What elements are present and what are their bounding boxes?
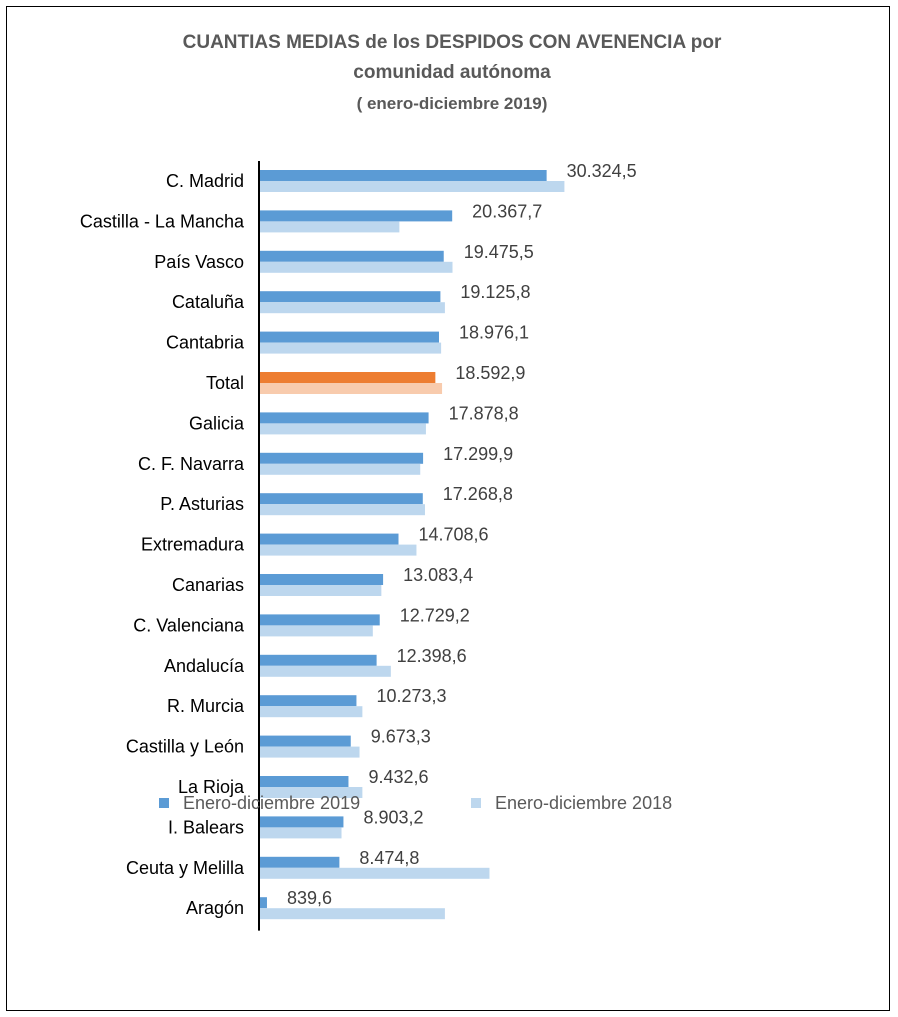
value-label: 8.474,8: [359, 848, 419, 868]
bar-2019: [259, 493, 423, 505]
bar-2019: [259, 250, 444, 262]
value-label: 30.324,5: [567, 161, 637, 181]
chart-title-line: ( enero-diciembre 2019): [357, 94, 548, 113]
bar-2018: [259, 787, 363, 798]
chart-title-line: CUANTIAS MEDIAS de los DESPIDOS CON AVEN…: [183, 32, 722, 53]
bar-2019: [259, 412, 429, 424]
value-label: 9.432,6: [368, 767, 428, 787]
bar-2018: [259, 302, 445, 314]
bar-2018: [259, 908, 445, 920]
category-label: R. Murcia: [167, 696, 245, 716]
bar-2018: [259, 342, 442, 354]
value-label: 18.976,1: [459, 323, 529, 343]
bar-chart: CUANTIAS MEDIAS de los DESPIDOS CON AVEN…: [80, 32, 722, 931]
category-label: País Vasco: [154, 252, 244, 272]
bar-2018: [259, 867, 490, 879]
bar-2018: [259, 827, 342, 839]
bar-2019: [259, 372, 436, 383]
value-label: 17.268,8: [443, 484, 513, 504]
bar-2018: [259, 746, 360, 758]
value-label: 12.729,2: [400, 605, 470, 625]
bar-2019: [259, 331, 439, 343]
category-label: Galicia: [189, 413, 245, 433]
category-label: C. F. Navarra: [138, 454, 245, 474]
legend-label-2018: Enero-diciembre 2018: [495, 793, 672, 813]
category-label: Ceuta y Melilla: [126, 858, 245, 878]
legend-swatch-2019: [159, 798, 169, 808]
category-label: Canarias: [172, 575, 244, 595]
value-label: 18.592,9: [455, 363, 525, 383]
legend-label-2019: Enero-diciembre 2019: [183, 793, 360, 813]
bar-2019: [259, 210, 453, 222]
chart-title-line: comunidad autónoma: [353, 62, 551, 83]
category-label: I. Balears: [168, 817, 244, 837]
category-label: Aragón: [186, 898, 244, 918]
category-label: C. Madrid: [166, 171, 244, 191]
chart-frame: CUANTIAS MEDIAS de los DESPIDOS CON AVEN…: [6, 6, 890, 1011]
category-label: Andalucía: [164, 656, 245, 676]
bar-2019: [259, 856, 340, 868]
bar-2018: [259, 585, 382, 596]
value-label: 13.083,4: [403, 565, 473, 585]
bar-2019: [259, 291, 441, 303]
bar-2019: [259, 533, 399, 545]
bar-2019: [259, 776, 349, 787]
bar-2018: [259, 383, 443, 394]
category-label: La Rioja: [178, 777, 245, 797]
value-label: 19.125,8: [460, 282, 530, 302]
bar-2019: [259, 170, 547, 181]
bar-2018: [259, 423, 426, 435]
bar-2019: [259, 574, 384, 585]
bar-2018: [259, 221, 400, 233]
bar-2019: [259, 654, 377, 666]
category-label: Castilla - La Mancha: [80, 211, 245, 231]
bar-2018: [259, 181, 565, 192]
bar-2018: [259, 544, 417, 556]
value-label: 8.903,2: [363, 807, 423, 827]
bar-2018: [259, 463, 421, 475]
category-label: C. Valenciana: [133, 615, 245, 635]
bar-2019: [259, 816, 344, 828]
value-label: 12.398,6: [397, 646, 467, 666]
value-label: 17.878,8: [449, 403, 519, 423]
value-label: 17.299,9: [443, 444, 513, 464]
value-label: 839,6: [287, 888, 332, 908]
value-label: 9.673,3: [371, 727, 431, 747]
value-label: 14.708,6: [419, 525, 489, 545]
category-label: Cataluña: [172, 292, 245, 312]
bar-2019: [259, 695, 357, 707]
category-label: P. Asturias: [160, 494, 244, 514]
value-label: 10.273,3: [376, 686, 446, 706]
legend-swatch-2018: [471, 798, 481, 808]
bar-2018: [259, 706, 363, 718]
category-label: Cantabria: [166, 333, 245, 353]
bar-2019: [259, 452, 424, 464]
category-label: Total: [206, 373, 244, 393]
value-label: 20.367,7: [472, 201, 542, 221]
bar-2018: [259, 261, 453, 273]
value-label: 19.475,5: [464, 242, 534, 262]
bar-2018: [259, 504, 425, 516]
bar-2018: [259, 625, 373, 637]
bar-2019: [259, 735, 351, 747]
bar-2018: [259, 665, 391, 677]
category-label: Extremadura: [141, 535, 245, 555]
category-label: Castilla y León: [126, 737, 244, 757]
bar-2019: [259, 614, 380, 626]
bar-2019: [259, 897, 267, 909]
